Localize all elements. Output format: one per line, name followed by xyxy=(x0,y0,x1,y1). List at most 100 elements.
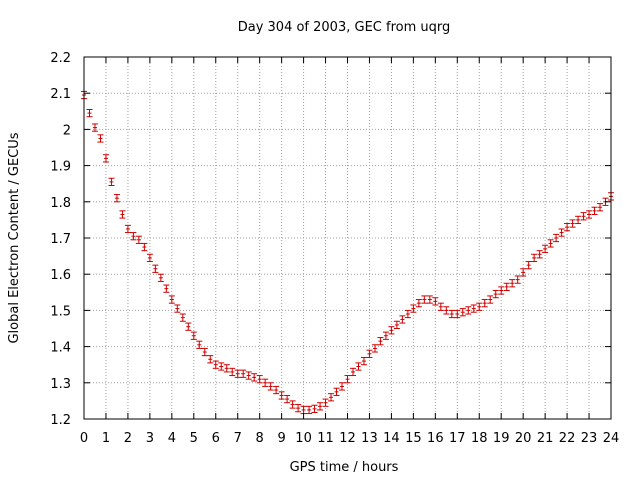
x-tick-label: 2 xyxy=(124,431,132,446)
data-point xyxy=(476,302,483,311)
data-point xyxy=(454,309,461,319)
y-axis-label: Global Electron Content / GECUs xyxy=(7,132,22,343)
data-point xyxy=(481,299,488,308)
data-point xyxy=(465,306,472,315)
data-point xyxy=(536,250,543,259)
y-tick-label: 1.3 xyxy=(50,377,71,392)
data-point xyxy=(152,264,159,273)
data-point xyxy=(295,404,302,413)
x-tick-label: 18 xyxy=(471,431,488,446)
data-point xyxy=(564,223,571,232)
data-point xyxy=(124,224,131,234)
data-point xyxy=(597,203,604,212)
data-point xyxy=(278,391,285,400)
data-point xyxy=(591,206,598,215)
x-tick-label: 1 xyxy=(102,431,110,446)
data-point xyxy=(339,382,346,391)
x-tick-label: 24 xyxy=(603,431,620,446)
data-point xyxy=(190,331,197,340)
data-point xyxy=(102,154,109,163)
data-point xyxy=(91,123,98,132)
data-point xyxy=(179,313,186,322)
data-point xyxy=(371,344,378,353)
data-point xyxy=(322,398,329,407)
chart-title: Day 304 of 2003, GEC from uqrg xyxy=(238,20,451,35)
x-tick-label: 15 xyxy=(405,431,422,446)
x-tick-label: 22 xyxy=(559,431,576,446)
y-tick-label: 1.5 xyxy=(50,304,71,319)
data-point xyxy=(256,375,263,384)
data-point xyxy=(377,337,384,346)
data-point xyxy=(410,304,417,313)
x-tick-label: 11 xyxy=(317,431,334,446)
data-point xyxy=(108,177,115,187)
data-point xyxy=(273,385,280,395)
y-tick-label: 1.8 xyxy=(50,196,71,211)
data-point xyxy=(262,378,269,387)
data-point xyxy=(328,393,335,402)
data-point xyxy=(459,308,466,317)
x-axis-label: GPS time / hours xyxy=(290,460,399,475)
data-point xyxy=(218,362,225,371)
x-tick-label: 12 xyxy=(339,431,356,446)
data-point xyxy=(229,367,236,377)
data-point xyxy=(509,279,516,288)
x-tick-label: 17 xyxy=(449,431,466,446)
x-tick-label: 16 xyxy=(427,431,444,446)
data-point xyxy=(141,242,148,252)
data-point xyxy=(130,232,137,241)
data-point xyxy=(366,349,373,358)
data-point xyxy=(382,331,389,340)
x-tick-label: 9 xyxy=(277,431,285,446)
data-point xyxy=(223,364,230,373)
data-point xyxy=(470,304,477,313)
data-point xyxy=(289,400,296,409)
data-point xyxy=(119,210,126,219)
x-tick-label: 7 xyxy=(234,431,242,446)
data-point xyxy=(349,367,356,377)
data-point xyxy=(542,244,549,253)
data-point xyxy=(196,340,203,349)
data-point xyxy=(443,306,450,315)
data-point xyxy=(135,235,142,244)
x-tick-label: 21 xyxy=(537,431,554,446)
data-point xyxy=(234,369,241,378)
data-point xyxy=(487,295,494,304)
data-point xyxy=(525,261,532,270)
x-tick-label: 8 xyxy=(256,431,264,446)
data-point xyxy=(448,309,455,319)
x-tick-label: 19 xyxy=(493,431,510,446)
y-tick-label: 1.4 xyxy=(50,341,71,356)
data-point xyxy=(421,295,428,304)
y-tick-label: 1.2 xyxy=(50,413,71,428)
x-tick-label: 10 xyxy=(295,431,312,446)
data-point xyxy=(86,108,93,118)
data-point xyxy=(558,228,565,237)
y-tick-label: 2 xyxy=(63,123,71,138)
data-point xyxy=(531,253,538,263)
y-tick-label: 1.6 xyxy=(50,268,71,283)
data-point xyxy=(333,387,340,396)
data-point xyxy=(393,320,400,329)
data-point xyxy=(306,405,313,415)
data-point xyxy=(168,295,175,304)
data-point xyxy=(245,371,252,380)
data-point xyxy=(498,286,505,295)
x-tick-label: 20 xyxy=(515,431,532,446)
data-point xyxy=(317,402,324,411)
x-tick-label: 5 xyxy=(190,431,198,446)
grid xyxy=(84,57,611,419)
data-point xyxy=(547,239,554,248)
data-point xyxy=(514,275,521,284)
data-point xyxy=(388,326,395,335)
data-point xyxy=(311,404,318,413)
x-tick-label: 14 xyxy=(383,431,400,446)
data-point xyxy=(240,369,247,378)
y-tick-label: 1.7 xyxy=(50,232,71,247)
y-tick-label: 2.2 xyxy=(50,51,71,66)
data-point xyxy=(267,382,274,391)
x-tick-label: 3 xyxy=(146,431,154,446)
data-point xyxy=(503,282,510,291)
